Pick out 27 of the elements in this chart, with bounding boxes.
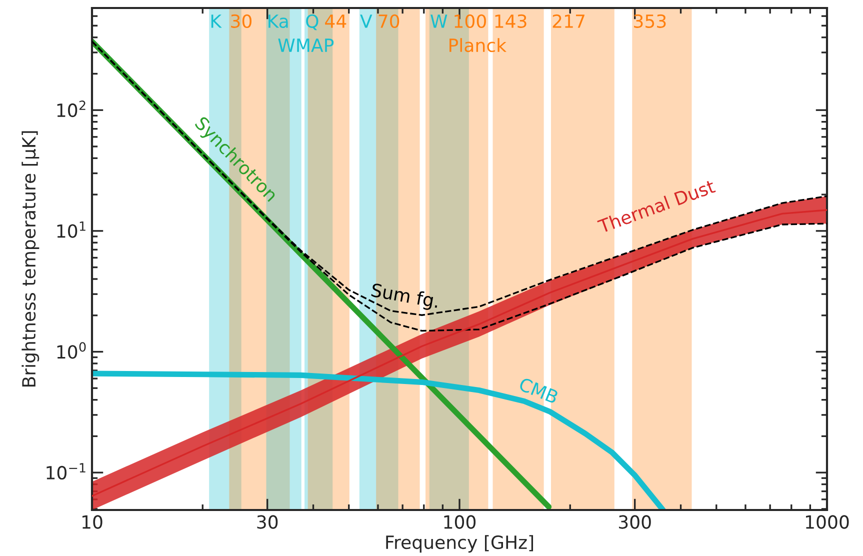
x-tick-label: 1000	[806, 515, 849, 529]
x-tick-label: 30	[257, 515, 278, 529]
band-label: 44	[325, 14, 346, 28]
x-tick-label: 300	[618, 515, 651, 529]
band-label: 100	[454, 14, 486, 28]
y-tick-label: 10$^{−1}$	[46, 463, 86, 480]
y-axis-title: Brightness temperature [μK]	[22, 131, 40, 387]
band-label: 217	[552, 14, 584, 28]
band-label: K	[211, 14, 222, 28]
annotation: WMAP	[278, 38, 334, 52]
band-label: Q	[306, 14, 318, 30]
band-label: 143	[495, 14, 526, 28]
band-label: 70	[378, 14, 400, 28]
y-tick-label: 10$^{2}$	[57, 100, 86, 118]
x-tick-label: 100	[444, 515, 476, 529]
band-label: W	[430, 14, 448, 28]
y-tick-label: 10$^{0}$	[57, 342, 86, 359]
band-label: 30	[231, 14, 252, 28]
band-label: 353	[634, 14, 666, 28]
x-axis-title: Frequency [GHz]	[386, 535, 534, 553]
y-tick-label: 10$^{1}$	[57, 222, 86, 238]
text: Sum fg.	[370, 282, 440, 312]
band-label: Ka	[268, 14, 288, 28]
x-tick-label: 10	[82, 515, 102, 529]
text: CMB	[518, 377, 559, 404]
annotation: Planck	[450, 38, 506, 52]
band-label: V	[360, 14, 372, 28]
